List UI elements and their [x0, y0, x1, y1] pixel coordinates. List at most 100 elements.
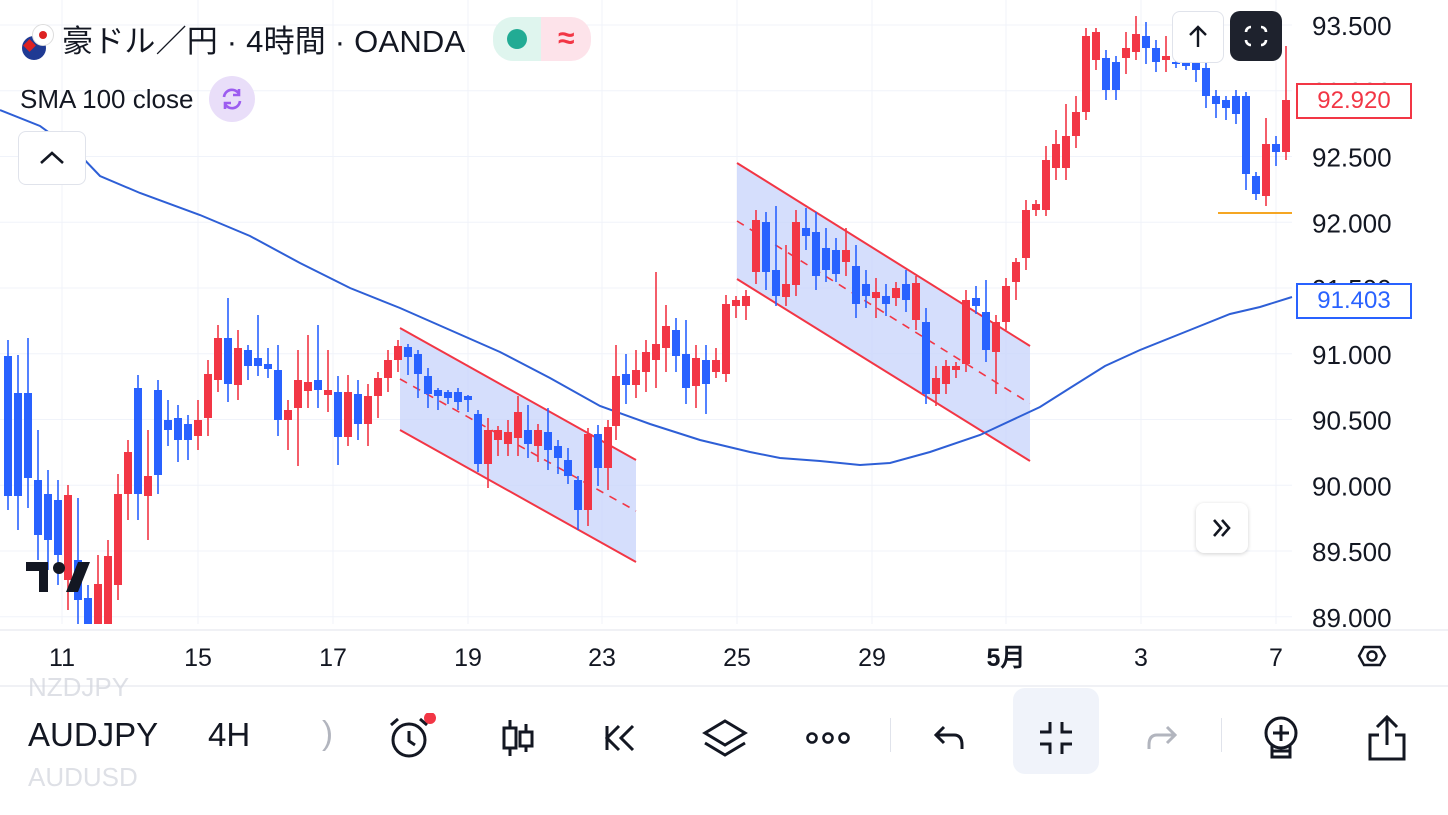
candles-icon [502, 720, 534, 756]
candlestick [822, 228, 830, 282]
candlestick [604, 420, 612, 490]
candlestick [384, 350, 392, 392]
candlestick [504, 420, 512, 456]
candlestick [652, 272, 660, 388]
candlestick [852, 245, 860, 318]
candlestick [972, 286, 980, 314]
candlestick [314, 325, 322, 408]
redo-button[interactable] [1133, 710, 1189, 766]
candlestick [234, 330, 242, 400]
candlestick [752, 210, 760, 284]
price-tick-label: 89.500 [1312, 537, 1392, 567]
reload-icon[interactable] [209, 76, 256, 122]
candlestick [732, 296, 740, 318]
candlestick [712, 348, 720, 378]
candlestick [204, 360, 212, 436]
price-tick-label: 93.500 [1312, 11, 1392, 41]
time-tick-label: 17 [319, 644, 347, 672]
redo-icon [1147, 725, 1178, 749]
time-tick-label: 11 [49, 644, 75, 672]
candlestick [154, 380, 162, 494]
candlestick [1012, 258, 1020, 300]
candlestick [1162, 36, 1170, 72]
collapse-legend-button[interactable] [18, 131, 86, 185]
candlestick [214, 325, 222, 392]
symbol-selector[interactable]: AUDJPY [28, 716, 159, 753]
candlestick [642, 340, 650, 392]
time-tick-label: 19 [454, 644, 482, 672]
collapse-toolbar-button[interactable] [1028, 710, 1084, 766]
candlestick [632, 350, 640, 398]
candlestick [1262, 118, 1270, 206]
market-open-icon[interactable] [493, 16, 542, 61]
candlestick [114, 474, 122, 600]
symbol-title[interactable]: 豪ドル／円 · 4時間 · OANDA [62, 24, 466, 59]
layers-button[interactable] [697, 710, 753, 766]
candlestick [1142, 22, 1150, 64]
candlestick [1232, 90, 1240, 124]
axis-settings-icon[interactable] [1357, 645, 1387, 667]
candlestick [672, 318, 680, 372]
candlestick [722, 295, 730, 382]
candlestick [1242, 92, 1250, 190]
candlestick [922, 308, 930, 404]
candlestick [992, 315, 1000, 394]
fullscreen-button[interactable] [1230, 11, 1282, 61]
candlestick [742, 290, 750, 320]
candlestick [594, 425, 602, 486]
layers-icon [702, 719, 748, 757]
last-price-label: 92.920 [1296, 83, 1412, 119]
interval-edge: ) [322, 714, 333, 751]
scroll-to-realtime-button[interactable] [1196, 503, 1248, 553]
symbol-next[interactable]: AUDUSD [28, 762, 138, 792]
candlestick [554, 440, 562, 474]
candlestick [1072, 96, 1080, 148]
candlestick [354, 380, 362, 440]
interval-selector[interactable]: 4H [208, 716, 251, 753]
undo-button[interactable] [922, 710, 978, 766]
candlestick [1032, 200, 1040, 216]
candlestick [942, 360, 950, 394]
more-button[interactable] [800, 710, 856, 766]
tradingview-logo-icon[interactable] [26, 560, 92, 599]
candlestick [24, 338, 32, 508]
sma-100-line [0, 109, 1293, 467]
candlestick [1212, 90, 1220, 118]
price-chart[interactable]: 93.50093.00092.50092.00091.50091.00090.5… [0, 0, 1448, 688]
candlestick [434, 388, 442, 410]
candlestick [274, 345, 282, 436]
time-tick-label: 15 [184, 644, 212, 672]
add-indicator-icon [1264, 716, 1298, 759]
candlestick [622, 354, 630, 404]
indicator-label[interactable]: SMA 100 close [20, 83, 194, 114]
candlestick [494, 426, 502, 456]
add-indicator-button[interactable] [1253, 710, 1309, 766]
chart-type-button[interactable] [490, 710, 546, 766]
candlestick [574, 476, 582, 530]
candlestick [304, 335, 312, 408]
market-status-pill[interactable]: ≈ [493, 16, 592, 61]
parallel-channel-2 [736, 162, 1031, 462]
toolbar-divider [890, 718, 891, 752]
candlestick [1062, 104, 1070, 180]
candlestick [772, 206, 780, 306]
candlestick [4, 340, 12, 510]
candlestick [792, 210, 800, 296]
candlestick [44, 470, 52, 570]
candlestick [124, 440, 132, 520]
share-button[interactable] [1359, 710, 1415, 766]
candlestick [484, 418, 492, 488]
candlestick [1052, 130, 1060, 180]
candlestick [104, 540, 112, 624]
candlestick [1102, 50, 1110, 100]
scroll-to-top-button[interactable] [1172, 11, 1224, 63]
candlestick [832, 238, 840, 282]
candlestick [264, 348, 272, 378]
delayed-data-icon[interactable]: ≈ [541, 16, 592, 61]
symbol-prev[interactable]: NZDJPY [28, 672, 130, 702]
alert-button[interactable] [383, 710, 439, 766]
candlestick [94, 555, 102, 624]
replay-button[interactable] [593, 710, 649, 766]
candlestick [424, 368, 432, 408]
candlestick [284, 400, 292, 450]
